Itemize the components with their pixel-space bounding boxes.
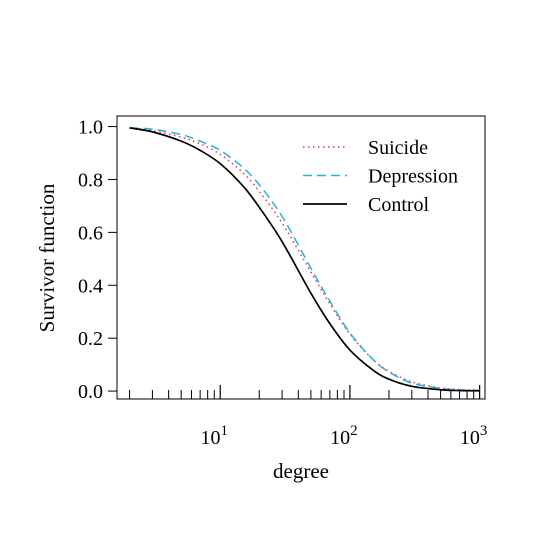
x-axis: 101 102 103	[129, 385, 488, 449]
legend-label-control: Control	[368, 194, 430, 216]
legend-label-suicide: Suicide	[368, 137, 428, 159]
y-tick-label: 0.4	[78, 275, 103, 297]
plot-frame	[116, 115, 486, 400]
series-layer	[129, 127, 480, 392]
series-line-depression	[129, 127, 480, 392]
legend-label-depression: Depression	[368, 166, 458, 188]
y-axis-label: Survivor function	[35, 183, 59, 332]
y-tick-label: 0.0	[78, 381, 103, 403]
y-tick-label: 0.8	[78, 169, 103, 191]
x-tick-label: 103	[460, 423, 488, 449]
legend: Suicide Depression Control	[303, 137, 458, 216]
x-axis-label: degree	[273, 459, 329, 483]
series-line-suicide	[129, 127, 480, 392]
y-tick-label: 0.6	[78, 222, 103, 244]
x-tick-label: 101	[200, 423, 228, 449]
y-tick-label: 0.2	[78, 328, 103, 350]
y-axis: 0.0 0.2 0.4 0.6 0.8 1.0	[78, 117, 117, 403]
y-tick-label: 1.0	[78, 117, 103, 139]
series-line-control	[129, 127, 480, 392]
x-tick-label: 102	[330, 423, 358, 449]
